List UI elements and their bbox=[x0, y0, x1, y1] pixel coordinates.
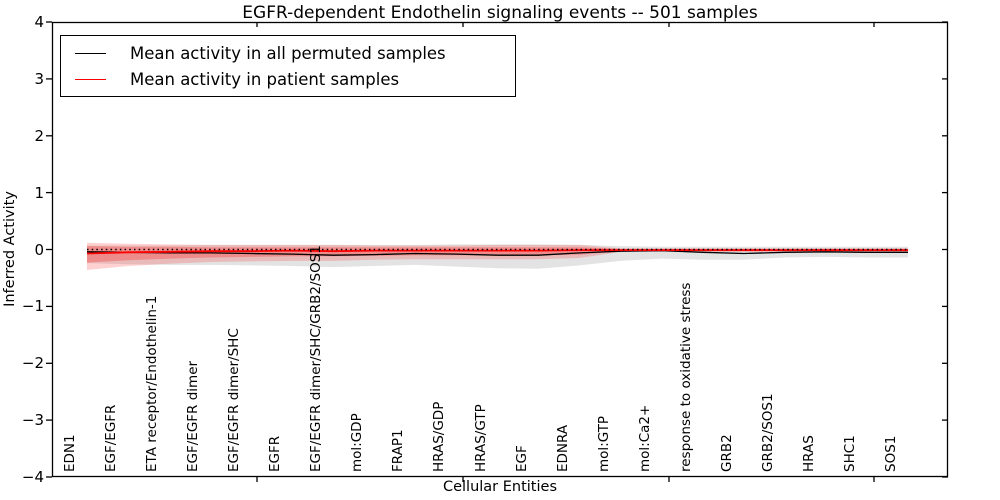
y-tick-label: −1 bbox=[21, 297, 44, 316]
x-category-label: EGF bbox=[513, 445, 530, 472]
legend-item-patient: Mean activity in patient samples bbox=[61, 70, 515, 89]
plot-frame bbox=[51, 21, 949, 478]
x-category-label: response to oxidative stress bbox=[677, 282, 694, 472]
x-category-label: EGF/EGFR dimer/SHC/GRB2/SOS1 bbox=[308, 245, 325, 472]
x-category-label: mol:Ca2+ bbox=[636, 404, 653, 472]
x-category-label: FRAP1 bbox=[390, 429, 407, 472]
legend: Mean activity in all permuted samples Me… bbox=[60, 35, 516, 97]
x-category-label: EGF/EGFR dimer/SHC bbox=[226, 328, 243, 472]
x-category-label: SOS1 bbox=[883, 435, 899, 472]
legend-label-patient: Mean activity in patient samples bbox=[130, 69, 400, 89]
x-category-label: EDNRA bbox=[554, 424, 571, 472]
y-tick-label: −2 bbox=[21, 354, 44, 373]
x-category-label: HRAS bbox=[800, 435, 817, 472]
x-category-label: EGFR bbox=[267, 435, 284, 472]
chart-title: EGFR-dependent Endothelin signaling even… bbox=[242, 3, 758, 23]
y-tick-label: −4 bbox=[21, 468, 44, 486]
permuted-mean-line bbox=[86, 249, 908, 256]
legend-label-permuted: Mean activity in all permuted samples bbox=[130, 43, 446, 63]
y-tick-label: 1 bbox=[34, 183, 44, 202]
x-category-label: HRAS/GTP bbox=[472, 404, 489, 472]
y-tick-label: −3 bbox=[21, 411, 44, 430]
x-axis-label: Cellular Entities bbox=[442, 479, 558, 495]
y-tick-label: 0 bbox=[34, 240, 44, 259]
x-category-label: SHC1 bbox=[841, 435, 858, 472]
x-category-label: EDN1 bbox=[62, 434, 78, 472]
x-category-label: EGF/EGFR bbox=[103, 404, 120, 472]
x-category-label: EGF/EGFR dimer bbox=[185, 360, 202, 472]
x-category-label: HRAS/GDP bbox=[431, 401, 448, 472]
legend-item-permuted: Mean activity in all permuted samples bbox=[61, 44, 515, 63]
y-tick-label: 2 bbox=[34, 126, 44, 145]
y-tick-label: 4 bbox=[34, 13, 44, 31]
patient-line-swatch bbox=[75, 78, 106, 80]
x-category-label: mol:GTP bbox=[595, 415, 612, 472]
x-category-label: ETA receptor/Endothelin-1 bbox=[144, 295, 161, 472]
x-category-label: mol:GDP bbox=[349, 413, 366, 472]
patient-mean-line bbox=[86, 249, 908, 255]
x-category-label: GRB2 bbox=[718, 434, 735, 472]
permuted-line-swatch bbox=[75, 52, 106, 54]
y-tick-label: 3 bbox=[34, 69, 44, 88]
x-category-label: GRB2/SOS1 bbox=[759, 393, 776, 472]
